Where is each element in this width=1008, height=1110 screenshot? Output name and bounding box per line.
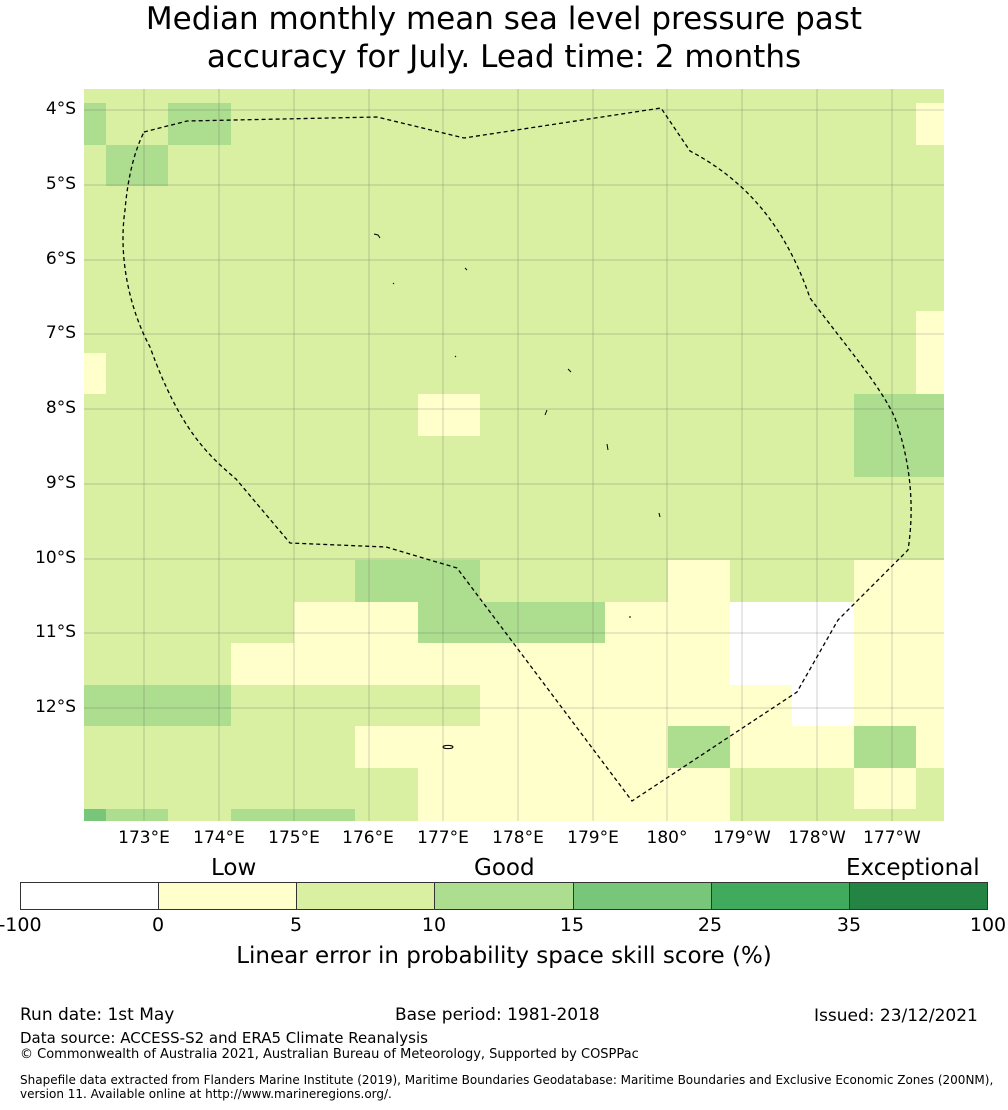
lon-label: 178°E	[492, 828, 544, 848]
grid-cell	[294, 643, 418, 685]
grid-cell	[668, 560, 730, 602]
grid-cell	[106, 809, 168, 821]
island	[464, 267, 468, 271]
legend-category-low: Low	[211, 855, 257, 881]
grid-cell	[730, 726, 854, 768]
lon-label: 176°E	[342, 828, 394, 848]
run-date: Run date: 1st May	[20, 1005, 175, 1025]
colorbar-title: Linear error in probability space skill …	[236, 943, 772, 969]
shapefile-credit-line-2: version 11. Available online at http://w…	[20, 1087, 392, 1101]
colorbar-bin	[849, 883, 987, 909]
eez-boundary	[122, 107, 912, 802]
grid-cell	[294, 602, 418, 643]
skill-score-map	[84, 89, 944, 821]
colorbar-bin	[573, 883, 712, 909]
colorbar-tick: 25	[697, 914, 723, 936]
lon-label: 173°E	[118, 828, 170, 848]
lon-label: 179°E	[567, 828, 619, 848]
island	[373, 233, 381, 239]
colorbar-tick: 0	[151, 914, 165, 936]
grid-cell	[916, 103, 944, 145]
grid-cell	[854, 602, 944, 726]
grid-cell	[84, 685, 231, 726]
grid-cell	[854, 394, 944, 477]
colorbar-tick: 35	[836, 914, 862, 936]
grid-cell	[355, 560, 480, 602]
lat-label: 11°S	[35, 622, 76, 642]
lon-label: 178°W	[788, 828, 846, 848]
island	[442, 744, 454, 750]
legend-category-exceptional: Exceptional	[846, 855, 980, 881]
colorbar-bin	[711, 883, 850, 909]
grid-cell	[480, 685, 792, 726]
base-period: Base period: 1981-2018	[395, 1005, 600, 1025]
colorbar-tick: 5	[289, 914, 303, 936]
lat-label: 7°S	[45, 323, 76, 343]
title-line-2: accuracy for July. Lead time: 2 months	[206, 39, 802, 75]
grid-cell	[168, 103, 231, 145]
grid-cell	[231, 809, 355, 821]
lon-label: 177°E	[417, 828, 469, 848]
grid-cell	[605, 602, 730, 643]
lon-label: 177°W	[863, 828, 921, 848]
legend-category-good: Good	[474, 855, 535, 881]
island	[392, 282, 395, 285]
grid-cell	[730, 602, 854, 685]
island	[454, 355, 457, 358]
lat-label: 12°S	[35, 697, 76, 717]
grid-cell	[854, 768, 916, 809]
lon-label: 174°E	[193, 828, 245, 848]
grid-cell	[668, 726, 730, 768]
grid-cell	[84, 353, 106, 394]
lon-label: 180°	[646, 828, 688, 848]
colorbar-tick: -100	[0, 914, 42, 936]
grid-cell	[916, 726, 944, 768]
grid-cell	[84, 103, 106, 145]
grid-cell	[106, 145, 168, 186]
issued-date: Issued: 23/12/2021	[814, 1006, 978, 1026]
colorbar-bin	[297, 883, 436, 909]
map-title: Median monthly mean sea level pressure p…	[0, 0, 1008, 76]
island	[544, 409, 548, 416]
grid-cell	[355, 726, 668, 768]
island	[606, 443, 609, 451]
graticule	[84, 89, 944, 821]
title-line-1: Median monthly mean sea level pressure p…	[145, 1, 863, 37]
lat-label: 8°S	[45, 398, 76, 418]
grid-cell	[418, 768, 730, 821]
lat-label: 10°S	[35, 548, 76, 568]
colorbar	[20, 882, 988, 910]
lon-label: 175°E	[268, 828, 320, 848]
grid-cell	[84, 809, 106, 821]
grid-cell	[854, 560, 944, 602]
island	[658, 512, 661, 518]
grid-cell	[916, 311, 944, 394]
data-source: Data source: ACCESS-S2 and ERA5 Climate …	[20, 1029, 428, 1047]
grid-cell	[418, 394, 480, 436]
grid-cell	[854, 726, 916, 768]
copyright: © Commonwealth of Australia 2021, Austra…	[20, 1047, 639, 1062]
colorbar-bin	[21, 883, 160, 909]
colorbar-tick: 15	[559, 914, 585, 936]
colorbar-tick: 10	[421, 914, 447, 936]
shapefile-credit-line-1: Shapefile data extracted from Flanders M…	[20, 1073, 994, 1087]
colorbar-tick: 100	[969, 914, 1007, 936]
grid-cells	[84, 89, 944, 821]
grid-cell	[418, 602, 605, 643]
lat-label: 6°S	[45, 249, 76, 269]
lon-label: 179°W	[713, 828, 771, 848]
island	[567, 368, 572, 373]
colorbar-bin	[159, 883, 298, 909]
grid-cell	[792, 685, 854, 726]
lat-label: 4°S	[45, 99, 76, 119]
island-outlines	[373, 233, 661, 750]
lat-label: 5°S	[45, 174, 76, 194]
lat-label: 9°S	[45, 473, 76, 493]
colorbar-bin	[435, 883, 574, 909]
